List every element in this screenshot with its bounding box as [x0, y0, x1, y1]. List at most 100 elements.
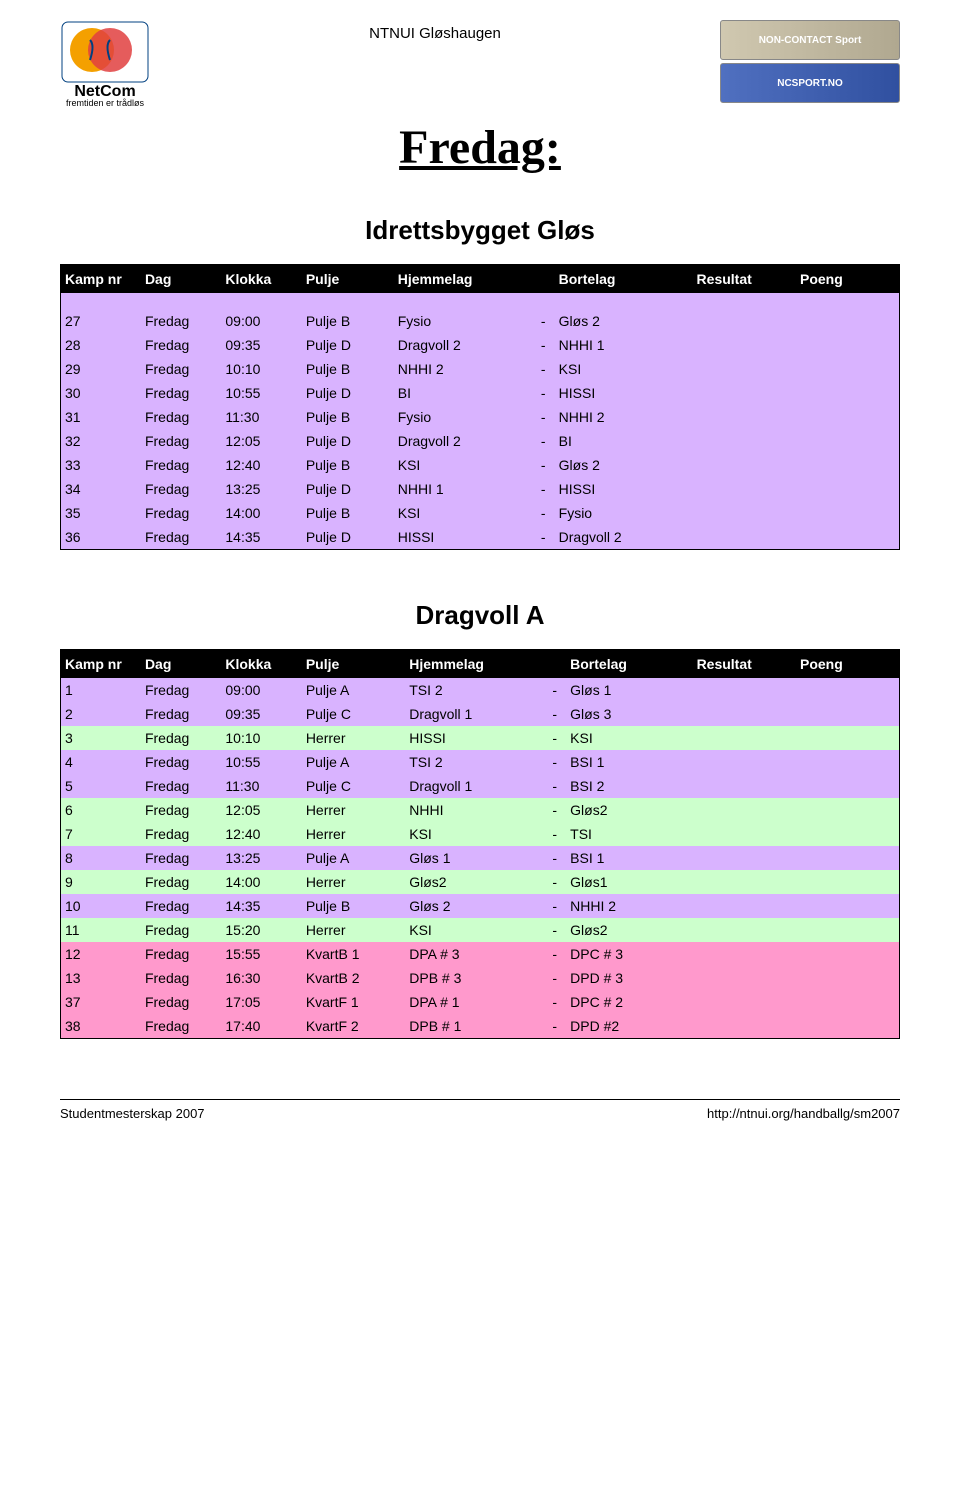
logo-right-ads: NON-CONTACT Sport NCSPORT.NO — [720, 20, 900, 110]
cell: NHHI 2 — [566, 894, 692, 918]
cell: Fredag — [141, 525, 221, 550]
table2-title: Dragvoll A — [60, 600, 900, 631]
cell: - — [543, 894, 566, 918]
cell: Fredag — [141, 774, 221, 798]
cell: 14:35 — [221, 525, 301, 550]
cell: NHHI — [405, 798, 543, 822]
table-row: 7Fredag12:40HerrerKSI-TSI — [61, 822, 900, 846]
table-idrettsbygget: Kamp nr Dag Klokka Pulje Hjemmelag Borte… — [60, 264, 900, 550]
cell — [796, 750, 900, 774]
cell: Fredag — [141, 1014, 221, 1039]
cell: DPA # 1 — [405, 990, 543, 1014]
cell: - — [543, 846, 566, 870]
cell: Pulje D — [302, 381, 394, 405]
cell: DPD # 3 — [566, 966, 692, 990]
ad-box-1: NON-CONTACT Sport — [720, 20, 900, 60]
table1-title: Idrettsbygget Gløs — [60, 215, 900, 246]
cell: 17:05 — [221, 990, 301, 1014]
cell: 09:35 — [221, 333, 301, 357]
cell: - — [532, 381, 555, 405]
cell: - — [532, 525, 555, 550]
cell: DPA # 3 — [405, 942, 543, 966]
cell: - — [543, 966, 566, 990]
cell: BSI 1 — [566, 846, 692, 870]
cell: 13 — [61, 966, 141, 990]
cell — [693, 822, 796, 846]
cell: 12:05 — [221, 798, 301, 822]
cell: Fredag — [141, 333, 221, 357]
cell: KvartF 1 — [302, 990, 405, 1014]
th: Klokka — [221, 265, 301, 294]
cell — [796, 726, 900, 750]
cell: 12 — [61, 942, 141, 966]
cell — [693, 429, 796, 453]
table1-header-row: Kamp nr Dag Klokka Pulje Hjemmelag Borte… — [61, 265, 900, 294]
cell: 5 — [61, 774, 141, 798]
cell: Pulje A — [302, 750, 405, 774]
table-row: 38Fredag17:40KvartF 2DPB # 1-DPD #2 — [61, 1014, 900, 1039]
cell: 09:00 — [221, 309, 301, 333]
cell: - — [543, 1014, 566, 1039]
footer-left: Studentmesterskap 2007 — [60, 1106, 205, 1121]
cell — [693, 990, 796, 1014]
th: Bortelag — [555, 265, 693, 294]
cell: - — [543, 942, 566, 966]
th: Pulje — [302, 650, 405, 679]
cell: - — [532, 333, 555, 357]
cell — [693, 894, 796, 918]
cell: KSI — [405, 822, 543, 846]
cell: DPD #2 — [566, 1014, 692, 1039]
cell: NHHI 2 — [555, 405, 693, 429]
cell: Fredag — [141, 678, 221, 702]
table-row: 37Fredag17:05KvartF 1DPA # 1-DPC # 2 — [61, 990, 900, 1014]
cell: Pulje A — [302, 846, 405, 870]
table-row: 1Fredag09:00Pulje ATSI 2-Gløs 1 — [61, 678, 900, 702]
th: Resultat — [693, 650, 796, 679]
table-row: 2Fredag09:35Pulje CDragvoll 1-Gløs 3 — [61, 702, 900, 726]
cell: 33 — [61, 453, 141, 477]
table-row: 10Fredag14:35Pulje BGløs 2-NHHI 2 — [61, 894, 900, 918]
cell: 11:30 — [221, 405, 301, 429]
cell — [796, 501, 900, 525]
cell: TSI 2 — [405, 750, 543, 774]
cell: Gløs 2 — [555, 309, 693, 333]
table-row: 11Fredag15:20HerrerKSI-Gløs2 — [61, 918, 900, 942]
cell: DPC # 3 — [566, 942, 692, 966]
table-row: 32Fredag12:05Pulje DDragvoll 2-BI — [61, 429, 900, 453]
cell: Dragvoll 2 — [394, 333, 532, 357]
cell: - — [532, 405, 555, 429]
cell: NHHI 1 — [555, 333, 693, 357]
cell: DPC # 2 — [566, 990, 692, 1014]
cell: 10:10 — [221, 357, 301, 381]
table-row: 33Fredag12:40Pulje BKSI-Gløs 2 — [61, 453, 900, 477]
cell — [796, 990, 900, 1014]
th: Klokka — [221, 650, 301, 679]
table-row: 9Fredag14:00HerrerGløs2-Gløs1 — [61, 870, 900, 894]
th: Dag — [141, 265, 221, 294]
cell — [796, 942, 900, 966]
cell: HISSI — [394, 525, 532, 550]
cell: 9 — [61, 870, 141, 894]
cell — [796, 453, 900, 477]
cell: Pulje B — [302, 405, 394, 429]
cell: Fysio — [394, 309, 532, 333]
footer-right: http://ntnui.org/handballg/sm2007 — [707, 1106, 900, 1121]
th: Bortelag — [566, 650, 692, 679]
cell: HISSI — [405, 726, 543, 750]
cell: Fredag — [141, 918, 221, 942]
cell — [693, 702, 796, 726]
cell: 31 — [61, 405, 141, 429]
page-header: NetCom fremtiden er trådløs NTNUI Gløsha… — [60, 20, 900, 110]
cell: 15:20 — [221, 918, 301, 942]
table-row: 27Fredag09:00Pulje BFysio-Gløs 2 — [61, 309, 900, 333]
cell: Gløs 1 — [405, 846, 543, 870]
cell: 1 — [61, 678, 141, 702]
cell: NHHI 1 — [394, 477, 532, 501]
th: Poeng — [796, 650, 900, 679]
cell: Pulje C — [302, 702, 405, 726]
table-row: 3Fredag10:10HerrerHISSI-KSI — [61, 726, 900, 750]
cell: Gløs 1 — [566, 678, 692, 702]
cell: Dragvoll 1 — [405, 702, 543, 726]
cell: Herrer — [302, 870, 405, 894]
cell: TSI 2 — [405, 678, 543, 702]
